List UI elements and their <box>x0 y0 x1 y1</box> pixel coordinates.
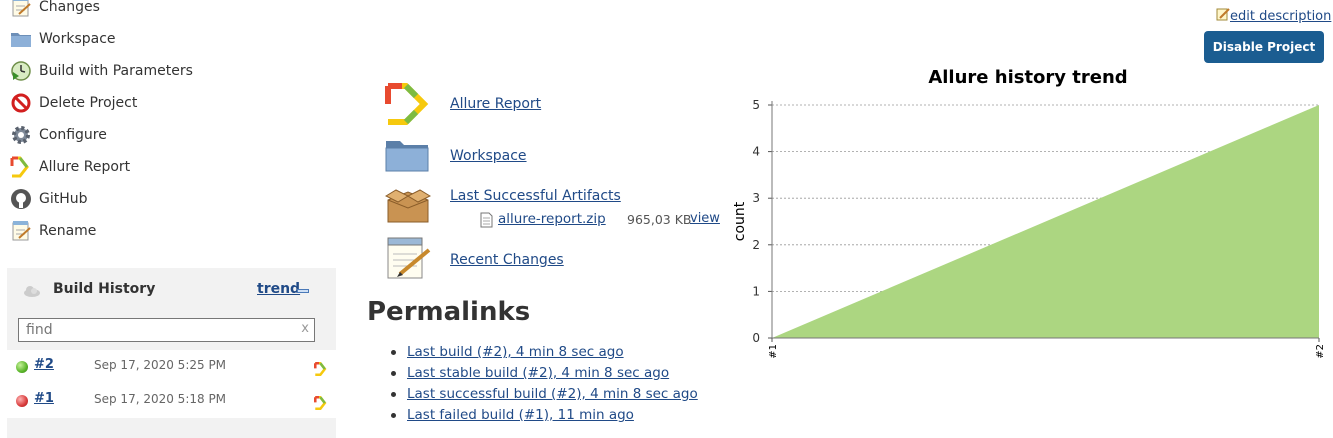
build-date: Sep 17, 2020 5:25 PM <box>94 358 227 372</box>
last-successful-artifacts-link[interactable]: Last Successful Artifacts <box>450 188 621 204</box>
task-label: Delete Project <box>39 95 138 111</box>
area-series <box>772 105 1319 338</box>
edit-description-label: edit description <box>1230 8 1332 24</box>
disable-project-button[interactable]: Disable Project <box>1204 31 1324 63</box>
gear-icon <box>10 124 32 146</box>
task-workspace[interactable]: Workspace <box>10 27 116 51</box>
task-allure-report[interactable]: Allure Report <box>10 155 130 179</box>
y-tick-label: 2 <box>752 238 760 252</box>
folder-icon <box>384 135 430 179</box>
build-date: Sep 17, 2020 5:18 PM <box>94 392 227 406</box>
permalinks-heading: Permalinks <box>367 297 531 327</box>
task-label: Changes <box>39 0 100 15</box>
chart-title: Allure history trend <box>928 67 1127 88</box>
notepad-pencil-icon <box>10 220 32 242</box>
trend-link[interactable]: trend <box>257 281 301 297</box>
artifact-view-link[interactable]: view <box>690 211 720 226</box>
y-tick-label: 0 <box>752 331 760 345</box>
sidebar: Changes Workspace Build with Parameters … <box>0 0 340 438</box>
build-search-box: x <box>18 318 315 342</box>
allure-trend-chart: Allure history trend 0 1 2 3 4 5 #1 #2 count <box>732 67 1326 359</box>
build-history-header: Build History trend <box>7 268 336 310</box>
y-tick-label: 3 <box>752 191 760 205</box>
y-tick-label: 5 <box>752 98 760 112</box>
allure-icon[interactable] <box>314 361 328 380</box>
task-label: GitHub <box>39 191 88 207</box>
task-rename[interactable]: Rename <box>10 219 96 243</box>
task-build-with-parameters[interactable]: Build with Parameters <box>10 59 193 83</box>
permalink-last-build[interactable]: Last build (#2), 4 min 8 sec ago <box>407 344 624 360</box>
task-label: Workspace <box>39 31 116 47</box>
build-row[interactable]: #2 Sep 17, 2020 5:25 PM <box>7 350 336 384</box>
recent-changes-link[interactable]: Recent Changes <box>450 252 564 268</box>
list-item: Last failed build (#1), 11 min ago <box>390 407 698 428</box>
list-item: Last stable build (#2), 4 min 8 sec ago <box>390 365 698 386</box>
task-label: Build with Parameters <box>39 63 193 79</box>
no-entry-icon <box>10 92 32 114</box>
allure-icon <box>10 156 32 178</box>
success-ball-icon <box>16 361 28 373</box>
cloud-icon <box>23 282 41 301</box>
package-icon <box>384 184 432 232</box>
clear-search-icon[interactable]: x <box>301 321 309 336</box>
task-github[interactable]: GitHub <box>10 187 88 211</box>
permalink-last-failed-build[interactable]: Last failed build (#1), 11 min ago <box>407 407 634 423</box>
task-label: Allure Report <box>39 159 131 175</box>
edit-note-icon <box>1216 7 1230 25</box>
x-tick-label: #2 <box>1315 344 1326 359</box>
x-tick-label: #1 <box>768 344 779 359</box>
task-label: Configure <box>39 127 107 143</box>
list-item: Last successful build (#2), 4 min 8 sec … <box>390 386 698 407</box>
permalink-last-successful-build[interactable]: Last successful build (#2), 4 min 8 sec … <box>407 386 698 402</box>
edit-description-link[interactable]: edit description <box>1216 7 1331 25</box>
notepad-pencil-icon <box>384 236 432 286</box>
permalink-last-stable-build[interactable]: Last stable build (#2), 4 min 8 sec ago <box>407 365 670 381</box>
artifact-size: 965,03 KB <box>627 212 692 227</box>
build-search-input[interactable] <box>24 319 298 341</box>
collapse-icon[interactable] <box>297 289 309 293</box>
task-changes[interactable]: Changes <box>10 0 100 19</box>
build-number-link[interactable]: #1 <box>34 391 54 406</box>
task-configure[interactable]: Configure <box>10 123 107 147</box>
build-row[interactable]: #1 Sep 17, 2020 5:18 PM <box>7 384 336 418</box>
allure-report-link[interactable]: Allure Report <box>450 96 542 112</box>
artifact-link[interactable]: allure-report.zip <box>498 211 606 227</box>
clock-play-icon <box>10 60 32 82</box>
allure-icon[interactable] <box>314 395 328 414</box>
workspace-link[interactable]: Workspace <box>450 148 527 164</box>
task-delete-project[interactable]: Delete Project <box>10 91 137 115</box>
folder-icon <box>10 28 32 50</box>
github-icon <box>10 188 32 210</box>
task-label: Rename <box>39 223 97 239</box>
file-icon <box>480 212 493 232</box>
build-number-link[interactable]: #2 <box>34 357 54 372</box>
failure-ball-icon <box>16 395 28 407</box>
y-axis-label: count <box>732 201 748 241</box>
y-tick-label: 4 <box>752 145 760 159</box>
build-history-title: Build History <box>53 281 156 297</box>
allure-icon <box>384 82 430 130</box>
build-history-panel: Build History trend x #2 Sep 17, 2020 5:… <box>7 268 336 438</box>
list-item: Last build (#2), 4 min 8 sec ago <box>390 344 698 365</box>
permalinks-list: Last build (#2), 4 min 8 sec ago Last st… <box>390 344 698 428</box>
notepad-icon <box>10 0 32 18</box>
y-tick-label: 1 <box>752 284 760 298</box>
